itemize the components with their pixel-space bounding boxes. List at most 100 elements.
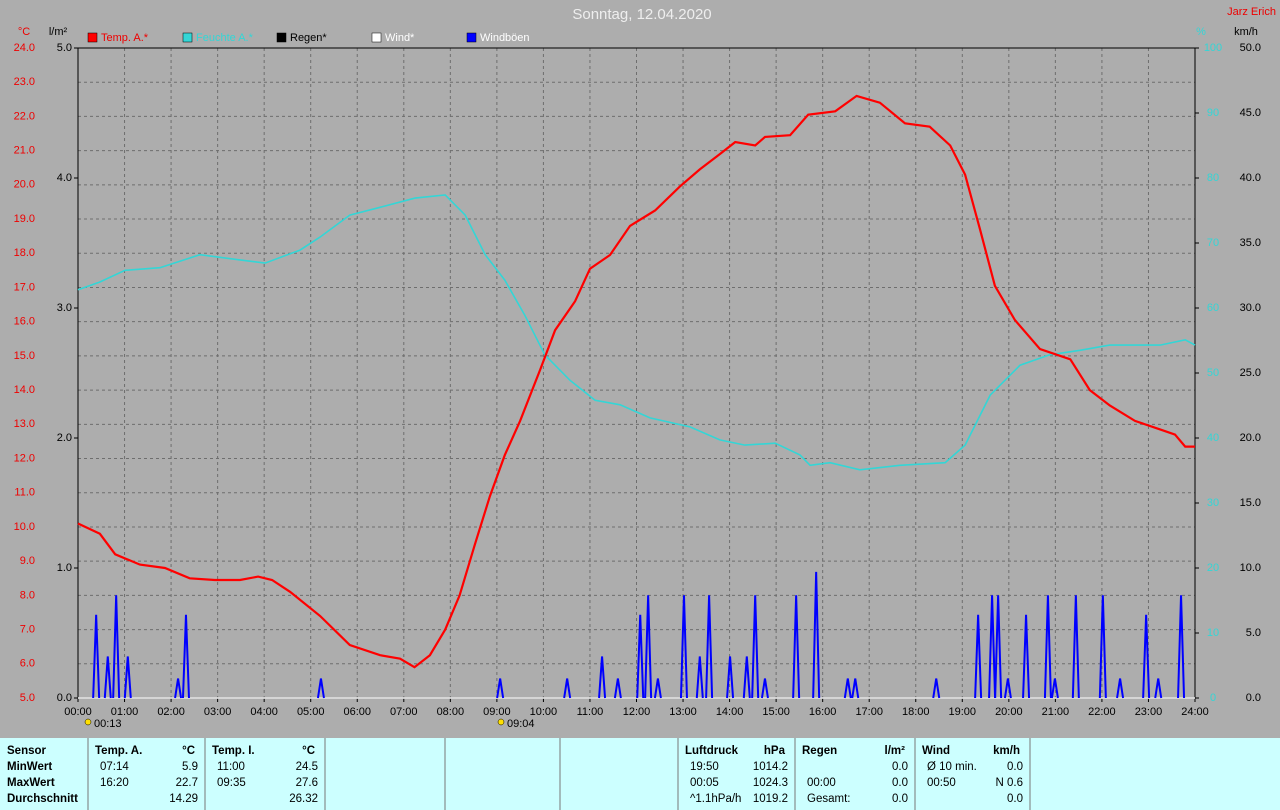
y-tick-label: 19.0 bbox=[14, 213, 35, 225]
series-line bbox=[77, 94, 1195, 669]
gust-spike bbox=[1043, 595, 1052, 699]
unit-label: km/h bbox=[1234, 26, 1258, 38]
gust-spike bbox=[1098, 595, 1107, 699]
unit-label: l/m² bbox=[49, 26, 68, 38]
y-tick-label: 70 bbox=[1207, 237, 1219, 249]
y-tick-label: 20.0 bbox=[14, 179, 35, 191]
cell-value: 0.0 bbox=[1007, 761, 1023, 773]
gust-spike bbox=[496, 678, 505, 699]
cell-value: 1019.2 bbox=[753, 793, 788, 805]
x-tick-label: 20:00 bbox=[995, 706, 1023, 718]
y-tick-label: 10.0 bbox=[14, 521, 35, 533]
column-unit: °C bbox=[182, 745, 195, 757]
gust-spike bbox=[1142, 614, 1151, 699]
y-tick-label: 11.0 bbox=[14, 487, 35, 499]
author: Jarz Erich bbox=[1227, 6, 1276, 18]
x-tick-label: 22:00 bbox=[1088, 706, 1116, 718]
x-tick-label: 18:00 bbox=[902, 706, 930, 718]
row-header: MaxWert bbox=[7, 777, 55, 789]
cell-value: 14.29 bbox=[169, 793, 198, 805]
gust-spike bbox=[644, 595, 653, 699]
y-tick-label: 30 bbox=[1207, 497, 1219, 509]
y-tick-label: 20 bbox=[1207, 562, 1219, 574]
cell-value: 24.5 bbox=[296, 761, 318, 773]
summary-table: Sensor MinWert MaxWert Durchschnitt Temp. A.… bbox=[7, 738, 1031, 810]
gust-spike bbox=[1050, 678, 1059, 699]
cell-time: 00:50 bbox=[927, 777, 956, 789]
cell-time: Gesamt: bbox=[807, 793, 850, 805]
series-line bbox=[77, 194, 1196, 471]
y-tick-label: 17.0 bbox=[14, 281, 35, 293]
legend-swatch bbox=[466, 32, 477, 43]
y-tick-label: 0.0 bbox=[57, 692, 72, 704]
row-header: MinWert bbox=[7, 761, 52, 773]
y-tick-label: 22.0 bbox=[14, 110, 35, 122]
gust-spike bbox=[181, 614, 190, 699]
cell-value: 0.0 bbox=[1007, 793, 1023, 805]
y-tick-label: 15.0 bbox=[14, 350, 35, 362]
annotation: 00:13 bbox=[94, 718, 122, 730]
y-tick-label: 9.0 bbox=[20, 555, 35, 567]
legend-label: Windböen bbox=[480, 32, 530, 44]
gust-spike bbox=[598, 656, 607, 699]
y-tick-label: 30.0 bbox=[1240, 302, 1261, 314]
x-tick-label: 19:00 bbox=[949, 706, 977, 718]
gust-spike bbox=[1022, 614, 1031, 699]
legend-swatch bbox=[87, 32, 98, 43]
y-tick-label: 1.0 bbox=[57, 562, 72, 574]
column-header: Luftdruck bbox=[685, 745, 739, 757]
gust-spike bbox=[1177, 595, 1186, 699]
row-header: Durchschnitt bbox=[7, 793, 78, 805]
gust-spike bbox=[751, 595, 760, 699]
column-unit: °C bbox=[302, 745, 315, 757]
y-tick-label: 21.0 bbox=[14, 145, 35, 157]
y-tick-label: 60 bbox=[1207, 302, 1219, 314]
cell-value: 27.6 bbox=[296, 777, 318, 789]
gust-spike bbox=[695, 656, 704, 699]
x-tick-label: 10:00 bbox=[530, 706, 558, 718]
y-tick-label: 50.0 bbox=[1240, 42, 1261, 54]
gust-spike bbox=[1003, 678, 1012, 699]
cell-value: N 0.6 bbox=[996, 777, 1024, 789]
sun-icon bbox=[84, 718, 505, 726]
y-tick-label: 35.0 bbox=[1240, 237, 1261, 249]
x-tick-label: 16:00 bbox=[809, 706, 837, 718]
y-tick-label: 0.0 bbox=[1246, 692, 1261, 704]
cell-value: 26.32 bbox=[289, 793, 318, 805]
y-tick-label: 12.0 bbox=[14, 452, 35, 464]
column-header: Regen bbox=[802, 745, 837, 757]
x-tick-label: 09:00 bbox=[483, 706, 511, 718]
gust-spike bbox=[932, 678, 941, 699]
column-header: Temp. I. bbox=[212, 745, 255, 757]
gust-spike bbox=[1071, 595, 1080, 699]
legend-label: Wind* bbox=[385, 32, 415, 44]
y-tick-label: 25.0 bbox=[1240, 367, 1261, 379]
gust-spike bbox=[653, 678, 662, 699]
x-tick-label: 05:00 bbox=[297, 706, 325, 718]
y-tick-label: 13.0 bbox=[14, 418, 35, 430]
y-tick-label: 100 bbox=[1204, 42, 1222, 54]
cell-value: 1014.2 bbox=[753, 761, 788, 773]
gust-spike bbox=[563, 678, 572, 699]
x-tick-label: 13:00 bbox=[669, 706, 697, 718]
cell-time: Ø 10 min. bbox=[927, 761, 977, 773]
y-tick-label: 10 bbox=[1207, 627, 1219, 639]
cell-time: 11:00 bbox=[217, 761, 245, 773]
legend-label: Feuchte A.* bbox=[196, 32, 254, 44]
cell-time: 09:35 bbox=[217, 777, 246, 789]
y-tick-label: 0 bbox=[1210, 692, 1216, 704]
x-tick-label: 11:00 bbox=[577, 706, 604, 718]
cell-time: 00:05 bbox=[690, 777, 719, 789]
y-tick-label: 50 bbox=[1207, 367, 1219, 379]
cell-value: 0.0 bbox=[892, 793, 908, 805]
y-tick-label: 5.0 bbox=[20, 692, 35, 704]
gust-spike bbox=[636, 614, 645, 699]
column-header: Wind bbox=[922, 745, 950, 757]
x-tick-label: 03:00 bbox=[204, 706, 232, 718]
gust-spike bbox=[742, 656, 751, 699]
gust-spike bbox=[994, 595, 1003, 699]
unit-label: °C bbox=[18, 26, 30, 38]
annotation: 09:04 bbox=[507, 718, 535, 730]
